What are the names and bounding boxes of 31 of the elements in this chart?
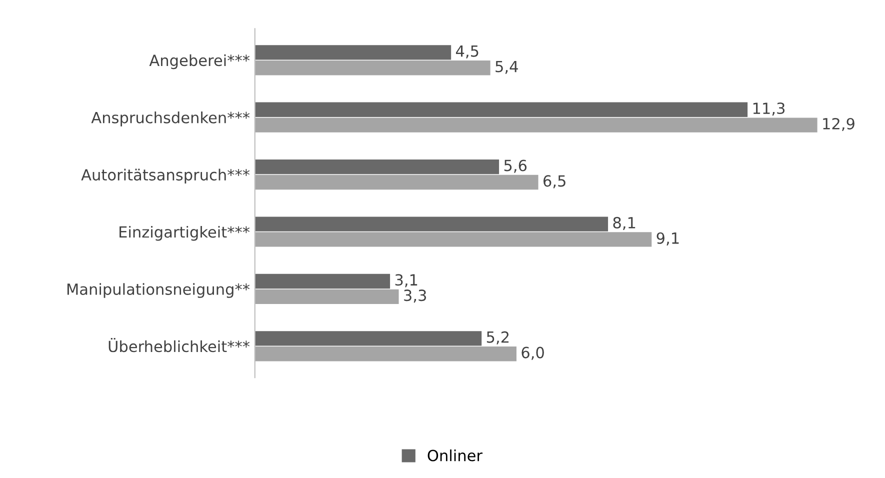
bar: [254, 274, 390, 289]
data-label: 4,5: [456, 45, 478, 58]
bar: [254, 159, 500, 174]
bar: [254, 331, 482, 346]
y-tick-label: Manipulationsneigung**: [67, 283, 250, 298]
y-tick-label: Anspruchsdenken***: [91, 112, 250, 126]
y-tick-label: Einzigartigkeit***: [120, 226, 250, 241]
data-label: 9,1: [656, 232, 679, 246]
data-label: 3,3: [404, 290, 426, 303]
bar: [254, 45, 452, 60]
y-tick-label: Überheblichkeit***: [108, 338, 250, 352]
data-label: 5,2: [486, 331, 509, 344]
data-label: 5,4: [496, 60, 518, 74]
bar: [254, 289, 399, 304]
data-label: 8,1: [613, 216, 636, 230]
bar: [254, 174, 538, 190]
data-label: 12,9: [823, 118, 854, 132]
data-label: 6,0: [522, 346, 544, 360]
y-tick-label: Angeberei***: [149, 54, 250, 70]
data-label: 5,6: [504, 160, 527, 173]
bar: [254, 346, 516, 362]
y-tick-label: Autoritätsanspruch***: [81, 168, 250, 184]
bar: [254, 60, 490, 76]
bar: [254, 118, 818, 132]
bar: [254, 232, 652, 247]
bar: [254, 216, 608, 232]
data-label: 6,5: [544, 175, 566, 188]
bar: [254, 102, 748, 117]
data-label: 11,3: [753, 102, 785, 116]
data-label: 3,1: [395, 274, 418, 288]
legend-label: Onliner: [428, 449, 482, 462]
